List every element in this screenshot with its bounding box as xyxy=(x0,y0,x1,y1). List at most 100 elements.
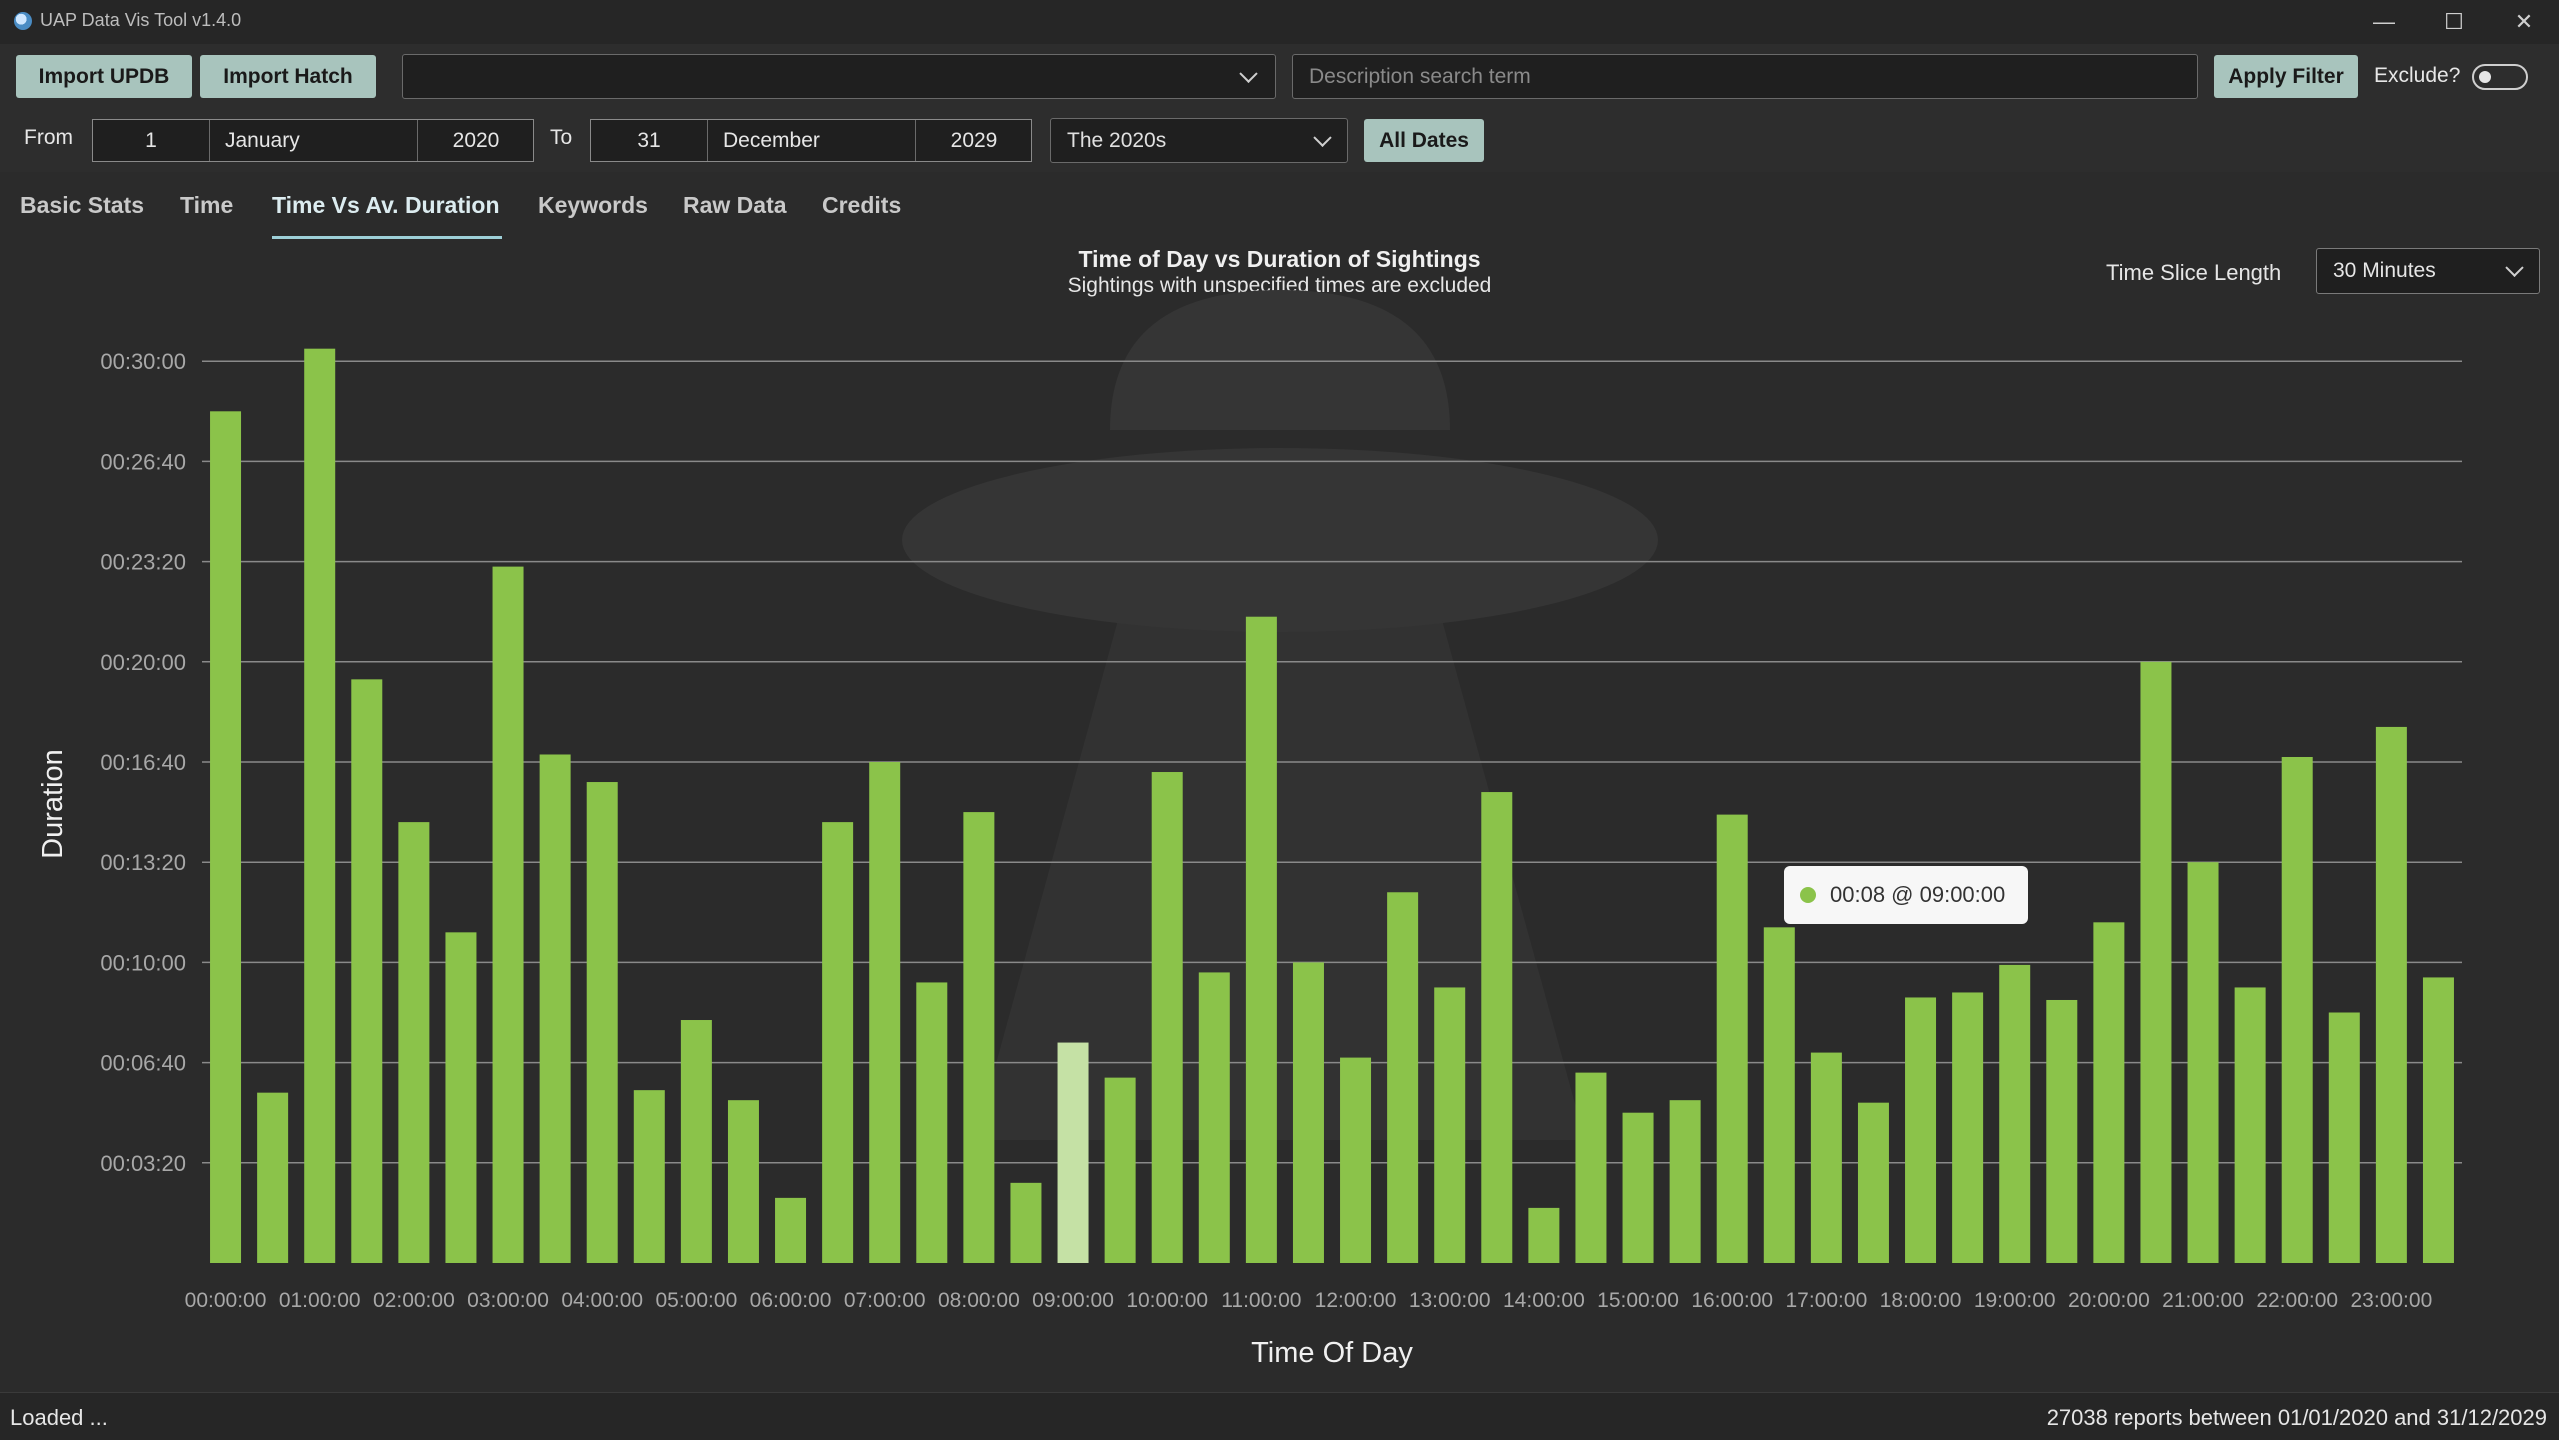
x-tick-label: 08:00:00 xyxy=(938,1289,1020,1312)
close-button[interactable]: ✕ xyxy=(2514,9,2534,34)
x-tick-label: 07:00:00 xyxy=(844,1289,926,1312)
chevron-down-icon xyxy=(2505,258,2524,277)
to-day[interactable]: 31 xyxy=(637,128,661,152)
minimize-button[interactable]: — xyxy=(2373,9,2395,34)
y-tick-label: 00:10:00 xyxy=(100,950,186,975)
from-date-picker[interactable]: 1 January 2020 xyxy=(92,119,534,162)
apply-filter-button[interactable]: Apply Filter xyxy=(2214,55,2358,98)
bar xyxy=(2328,1012,2360,1263)
y-axis-title: Duration xyxy=(37,749,69,859)
x-tick-label: 18:00:00 xyxy=(1880,1289,1962,1312)
date-separator xyxy=(707,120,708,161)
bar xyxy=(2140,661,2172,1263)
bar xyxy=(916,982,948,1263)
tab-credits[interactable]: Credits xyxy=(822,192,902,218)
y-tick-label: 00:30:00 xyxy=(100,349,186,374)
tab-time[interactable]: Time xyxy=(180,192,234,218)
chevron-down-icon xyxy=(1313,128,1332,147)
title-bar: UAP Data Vis Tool v1.4.0 — ☐ ✕ xyxy=(0,0,2559,44)
bar xyxy=(2187,862,2219,1263)
active-tab-indicator xyxy=(272,236,502,239)
search-input[interactable]: Description search term xyxy=(1292,54,2198,99)
to-month[interactable]: December xyxy=(723,128,820,152)
bar xyxy=(2422,977,2454,1263)
bar xyxy=(1952,992,1984,1263)
bar xyxy=(304,348,336,1263)
bar xyxy=(963,812,995,1263)
bar xyxy=(445,932,477,1263)
bar xyxy=(869,762,901,1263)
bar xyxy=(2046,999,2078,1263)
bar-tooltip: 00:08 @ 09:00:00 xyxy=(1784,866,2028,924)
from-year[interactable]: 2020 xyxy=(452,128,500,152)
x-axis-title: Time Of Day xyxy=(1251,1337,1413,1369)
category-dropdown[interactable] xyxy=(402,54,1276,99)
bar xyxy=(1810,1052,1842,1263)
bar xyxy=(257,1092,289,1263)
time-slice-dropdown[interactable]: 30 Minutes xyxy=(2316,248,2540,294)
bar xyxy=(633,1090,665,1263)
bar xyxy=(2281,756,2313,1263)
all-dates-button[interactable]: All Dates xyxy=(1364,119,1484,162)
y-gridlines xyxy=(202,360,2462,1164)
bar xyxy=(1669,1100,1701,1263)
from-label: From xyxy=(24,126,73,149)
decade-dropdown[interactable]: The 2020s xyxy=(1050,118,1348,163)
tab-raw-data[interactable]: Raw Data xyxy=(683,192,787,218)
bar xyxy=(1481,792,1513,1263)
bar xyxy=(210,411,242,1263)
x-tick-label: 10:00:00 xyxy=(1126,1289,1208,1312)
x-tick-label: 05:00:00 xyxy=(656,1289,738,1312)
x-tick-label: 11:00:00 xyxy=(1221,1289,1301,1312)
bar xyxy=(492,566,524,1263)
bar xyxy=(1575,1072,1607,1263)
tab-keywords[interactable]: Keywords xyxy=(538,192,648,218)
bar xyxy=(680,1020,712,1263)
tab-basic-stats[interactable]: Basic Stats xyxy=(20,192,145,218)
y-tick-label: 00:13:20 xyxy=(100,850,186,875)
bar xyxy=(1198,972,1230,1263)
bar xyxy=(2093,922,2125,1263)
time-slice-value: 30 Minutes xyxy=(2333,259,2436,282)
bar xyxy=(1010,1182,1042,1263)
time-slice-label: Time Slice Length xyxy=(2106,260,2282,285)
bar xyxy=(1622,1112,1654,1263)
exclude-toggle[interactable] xyxy=(2472,64,2528,90)
chevron-down-icon xyxy=(1239,64,1258,83)
bar xyxy=(398,822,430,1263)
x-tick-label: 06:00:00 xyxy=(750,1289,832,1312)
from-month[interactable]: January xyxy=(225,128,300,152)
decade-dropdown-value: The 2020s xyxy=(1067,128,1167,152)
bar xyxy=(2234,987,2266,1263)
bar xyxy=(1905,997,1937,1263)
to-year[interactable]: 2029 xyxy=(950,128,998,152)
x-tick-label: 12:00:00 xyxy=(1315,1289,1397,1312)
x-tick-label: 04:00:00 xyxy=(561,1289,643,1312)
x-tick-label: 19:00:00 xyxy=(1974,1289,2056,1312)
x-tick-label: 22:00:00 xyxy=(2256,1289,2338,1312)
x-tick-label: 14:00:00 xyxy=(1503,1289,1585,1312)
tab-time-vs-av-duration[interactable]: Time Vs Av. Duration xyxy=(272,192,500,218)
maximize-button[interactable]: ☐ xyxy=(2444,9,2464,34)
to-date-picker[interactable]: 31 December 2029 xyxy=(590,119,1032,162)
y-tick-label: 00:03:20 xyxy=(100,1151,186,1176)
x-tick-label: 23:00:00 xyxy=(2351,1289,2433,1312)
x-tick-label: 15:00:00 xyxy=(1597,1289,1679,1312)
import-updb-button[interactable]: Import UPDB xyxy=(16,55,192,98)
bar xyxy=(1340,1057,1372,1263)
y-tick-label: 00:06:40 xyxy=(100,1051,186,1076)
status-bar: Loaded ... 27038 reports between 01/01/2… xyxy=(0,1392,2559,1440)
import-hatch-button[interactable]: Import Hatch xyxy=(200,55,376,98)
bar xyxy=(727,1100,759,1263)
from-day[interactable]: 1 xyxy=(145,128,157,152)
x-tick-label: 09:00:00 xyxy=(1032,1289,1114,1312)
x-axis-labels: 00:00:00 01:00:00 02:00:00 03:00:00 04:00:00… xyxy=(185,1289,2433,1312)
search-input-placeholder: Description search term xyxy=(1309,64,1531,88)
tab-bar: Basic Stats Time Time Vs Av. Duration Ke… xyxy=(0,172,2559,246)
bars xyxy=(210,348,2454,1263)
x-tick-label: 01:00:00 xyxy=(279,1289,361,1312)
tooltip-text: 00:08 @ 09:00:00 xyxy=(1830,882,2006,907)
y-axis-labels: 00:03:20 00:06:40 00:10:00 00:13:20 00:16:40… xyxy=(100,349,186,1176)
bar xyxy=(1857,1102,1889,1263)
x-tick-label: 03:00:00 xyxy=(467,1289,549,1312)
